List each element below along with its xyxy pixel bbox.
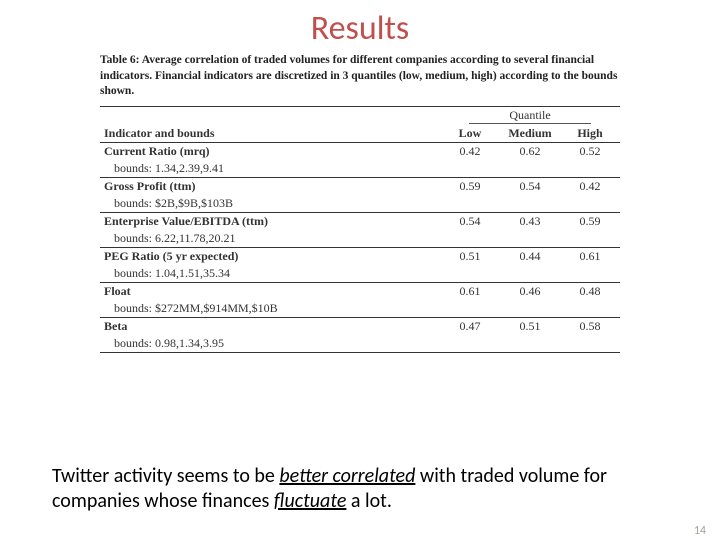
col-header-low: Low bbox=[440, 125, 500, 143]
val-high: 0.52 bbox=[560, 142, 620, 160]
val-high: 0.42 bbox=[560, 177, 620, 195]
col-header-medium: Medium bbox=[500, 125, 560, 143]
table-6-container: Table 6: Average correlation of traded v… bbox=[100, 53, 620, 353]
commentary-emph: better correlated bbox=[279, 464, 415, 488]
indicator-name: Gross Profit (ttm) bbox=[100, 177, 440, 195]
commentary-text: Twitter activity seems to be bbox=[52, 464, 279, 488]
val-high: 0.61 bbox=[560, 247, 620, 265]
val-medium: 0.46 bbox=[500, 282, 560, 300]
val-low: 0.59 bbox=[440, 177, 500, 195]
indicator-name: Current Ratio (mrq) bbox=[100, 142, 440, 160]
table-row: Enterprise Value/EBITDA (ttm) 0.54 0.43 … bbox=[100, 212, 620, 230]
table-row: bounds: 1.04,1.51,35.34 bbox=[100, 265, 620, 283]
table-row: bounds: 6.22,11.78,20.21 bbox=[100, 230, 620, 248]
slide-commentary: Twitter activity seems to be better corr… bbox=[52, 464, 672, 514]
page-number: 14 bbox=[694, 524, 706, 538]
indicator-bounds: bounds: 6.22,11.78,20.21 bbox=[100, 230, 440, 248]
correlation-table: Indicator and bounds Quantile Low Medium… bbox=[100, 106, 620, 353]
indicator-bounds: bounds: 0.98,1.34,3.95 bbox=[100, 335, 440, 353]
col-header-high: High bbox=[560, 125, 620, 143]
indicator-name: PEG Ratio (5 yr expected) bbox=[100, 247, 440, 265]
indicator-bounds: bounds: $272MM,$914MM,$10B bbox=[100, 300, 440, 318]
val-low: 0.47 bbox=[440, 317, 500, 335]
table-caption: Table 6: Average correlation of traded v… bbox=[100, 53, 620, 100]
table-row: bounds: $2B,$9B,$103B bbox=[100, 195, 620, 213]
table-row: Float 0.61 0.46 0.48 bbox=[100, 282, 620, 300]
val-high: 0.59 bbox=[560, 212, 620, 230]
table-row: Gross Profit (ttm) 0.59 0.54 0.42 bbox=[100, 177, 620, 195]
val-low: 0.42 bbox=[440, 142, 500, 160]
val-high: 0.48 bbox=[560, 282, 620, 300]
table-row: Beta 0.47 0.51 0.58 bbox=[100, 317, 620, 335]
val-medium: 0.51 bbox=[500, 317, 560, 335]
val-high: 0.58 bbox=[560, 317, 620, 335]
table-row: PEG Ratio (5 yr expected) 0.51 0.44 0.61 bbox=[100, 247, 620, 265]
table-row: Current Ratio (mrq) 0.42 0.62 0.52 bbox=[100, 142, 620, 160]
table-row: bounds: $272MM,$914MM,$10B bbox=[100, 300, 620, 318]
table-row: bounds: 1.34,2.39,9.41 bbox=[100, 160, 620, 178]
col-header-indicator: Indicator and bounds bbox=[100, 106, 440, 142]
table-row: bounds: 0.98,1.34,3.95 bbox=[100, 335, 620, 353]
indicator-name: Beta bbox=[100, 317, 440, 335]
val-medium: 0.62 bbox=[500, 142, 560, 160]
val-low: 0.61 bbox=[440, 282, 500, 300]
val-medium: 0.44 bbox=[500, 247, 560, 265]
page-title: Results bbox=[0, 8, 720, 49]
col-header-quantile: Quantile bbox=[440, 106, 620, 125]
indicator-name: Float bbox=[100, 282, 440, 300]
commentary-text: a lot. bbox=[346, 489, 392, 513]
val-medium: 0.43 bbox=[500, 212, 560, 230]
indicator-name: Enterprise Value/EBITDA (ttm) bbox=[100, 212, 440, 230]
indicator-bounds: bounds: 1.34,2.39,9.41 bbox=[100, 160, 440, 178]
val-low: 0.54 bbox=[440, 212, 500, 230]
val-medium: 0.54 bbox=[500, 177, 560, 195]
commentary-emph: fluctuate bbox=[274, 489, 347, 513]
indicator-bounds: bounds: 1.04,1.51,35.34 bbox=[100, 265, 440, 283]
indicator-bounds: bounds: $2B,$9B,$103B bbox=[100, 195, 440, 213]
val-low: 0.51 bbox=[440, 247, 500, 265]
